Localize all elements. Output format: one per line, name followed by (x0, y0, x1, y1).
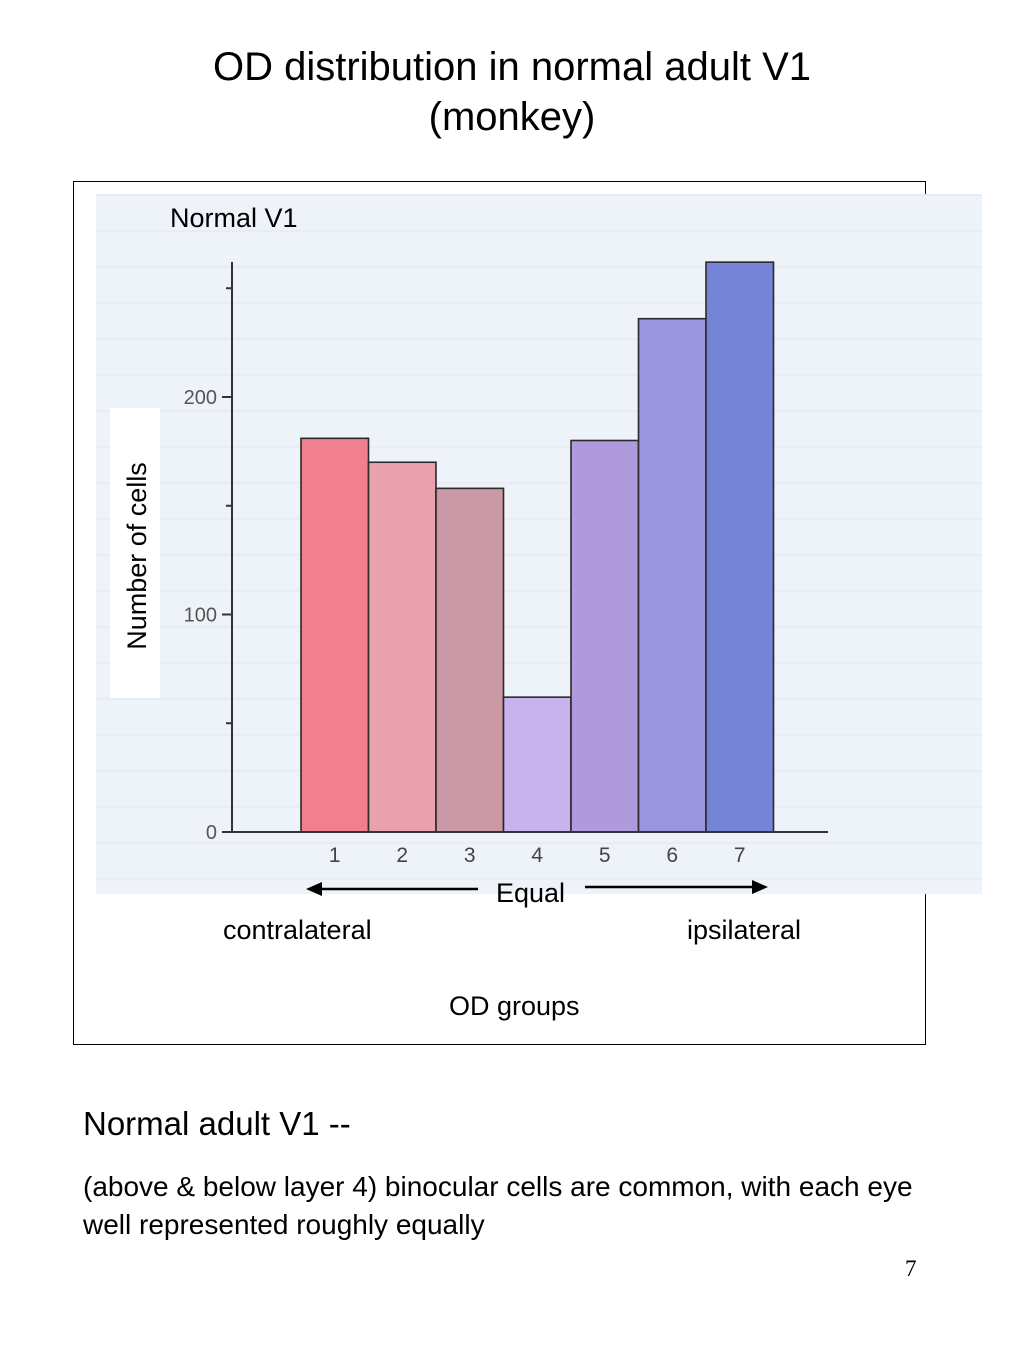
x-tick-label-7: 7 (734, 844, 746, 867)
y-axis-label: Number of cells (122, 462, 152, 650)
x-tick-label-4: 4 (531, 844, 543, 867)
y-tick-label-100: 100 (184, 605, 217, 627)
page-number: 7 (905, 1256, 917, 1281)
arrow-right-head (752, 880, 768, 894)
figure-frame (73, 181, 982, 1045)
bar-od-group-4 (502, 696, 572, 833)
equal-label: Equal (496, 878, 566, 908)
slide-title-line-2: (monkey) (428, 95, 596, 139)
x-tick-label-6: 6 (666, 844, 678, 867)
bar-od-group-5 (570, 439, 640, 833)
x-tick-label-1: 1 (329, 844, 341, 867)
body-text: (above & below layer 4) binocular cells … (83, 1171, 913, 1240)
od-groups-label: OD groups (449, 991, 580, 1021)
y-tick-label-200: 200 (184, 387, 217, 409)
axes-layer (222, 262, 828, 896)
x-tick-label-5: 5 (599, 844, 611, 867)
panel-label: Normal V1 (170, 203, 298, 233)
slide-title-line-1: OD distribution in normal adult V1 (212, 45, 812, 89)
bar-od-group-1 (300, 437, 370, 833)
slide-title: OD distribution in normal adult V1 (monk… (112, 42, 912, 142)
y-axis-label-background (110, 408, 160, 698)
labels-layer: Number of cells 0 100 200 1 2 3 4 5 6 7 (110, 387, 746, 867)
scanned-figure-background (96, 194, 982, 894)
contralateral-label: contralateral (223, 915, 372, 945)
bar-od-group-7 (705, 261, 775, 833)
bar-od-group-3 (435, 487, 505, 833)
x-tick-label-2: 2 (396, 844, 408, 867)
arrow-left-head (306, 882, 322, 896)
bar-od-group-2 (367, 461, 437, 833)
body-heading: Normal adult V1 -- (83, 1105, 351, 1142)
bars-layer (300, 261, 775, 833)
ipsilateral-label: ipsilateral (687, 915, 802, 945)
y-tick-label-0: 0 (206, 822, 217, 844)
bar-od-group-6 (637, 317, 707, 833)
x-tick-label-3: 3 (464, 844, 476, 867)
